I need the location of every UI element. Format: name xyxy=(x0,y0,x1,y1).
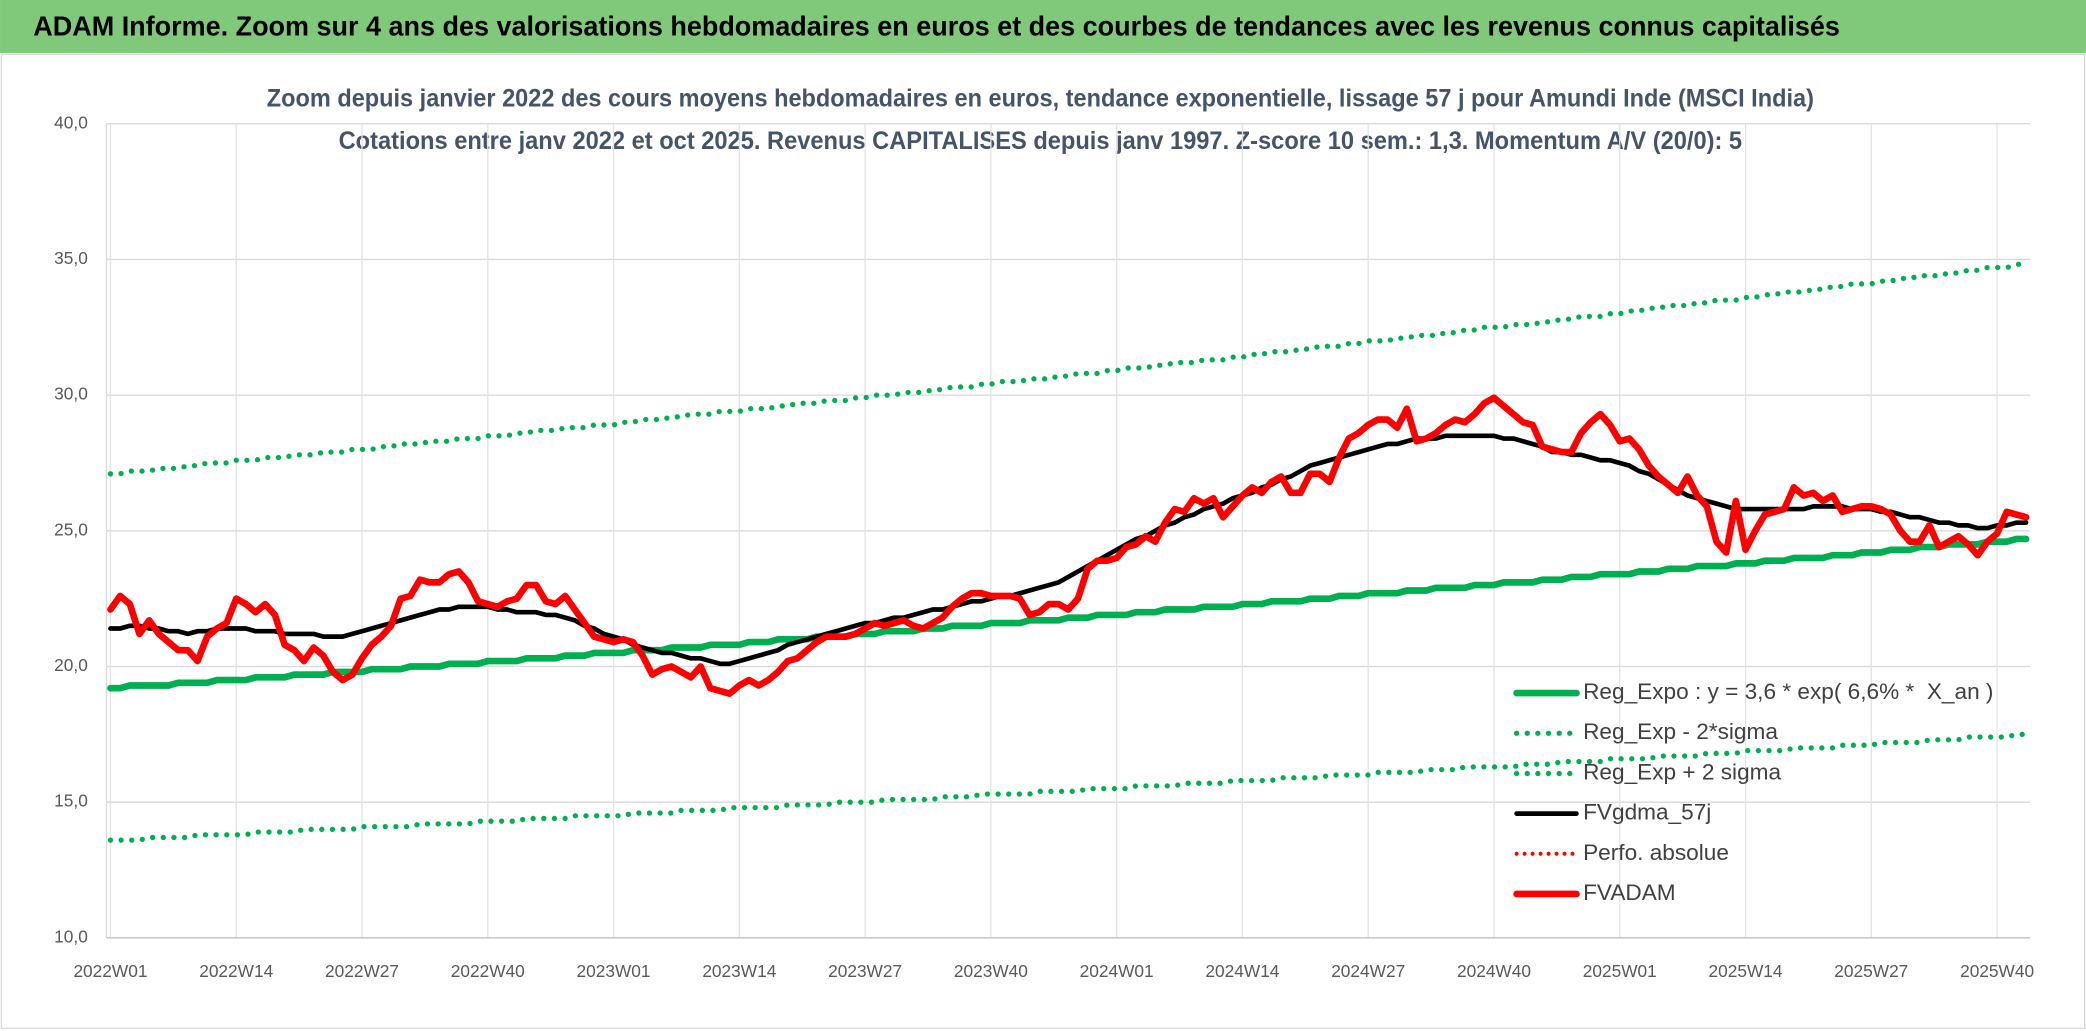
x-tick-label: 2023W40 xyxy=(954,961,1028,981)
x-tick-label: 2024W14 xyxy=(1205,961,1279,981)
legend-label: Perfo. absolue xyxy=(1583,840,1729,865)
chart-subtitle: Cotations entre janv 2022 et oct 2025. R… xyxy=(339,127,1742,155)
series-line xyxy=(107,731,2029,843)
series-line xyxy=(107,394,2030,697)
x-tick-label: 2023W01 xyxy=(577,961,651,981)
series-line xyxy=(107,259,2029,477)
legend-label: Reg_Exp + 2 sigma xyxy=(1583,759,1781,784)
header-title: ADAM Informe. Zoom sur 4 ans des valoris… xyxy=(33,10,1840,41)
x-tick-label: 2025W40 xyxy=(1960,961,2034,981)
header-band xyxy=(0,0,2086,54)
x-tick-label: 2022W40 xyxy=(451,961,525,981)
x-tick-label: 2023W27 xyxy=(828,961,902,981)
x-tick-label: 2022W27 xyxy=(325,961,399,981)
x-tick-label: 2022W01 xyxy=(73,961,147,981)
y-tick-label: 35,0 xyxy=(54,248,88,268)
y-tick-label: 10,0 xyxy=(54,926,88,946)
y-tick-label: 15,0 xyxy=(54,791,88,811)
x-tick-label: 2025W27 xyxy=(1834,961,1908,981)
x-tick-label: 2024W01 xyxy=(1080,961,1154,981)
x-tick-label: 2024W27 xyxy=(1331,961,1405,981)
chart-border xyxy=(0,53,2086,1030)
x-tick-label: 2025W14 xyxy=(1709,961,1783,981)
legend-label: FVADAM xyxy=(1583,880,1676,905)
y-tick-label: 40,0 xyxy=(54,112,88,132)
series-line xyxy=(108,433,2029,667)
x-tick-label: 2022W14 xyxy=(199,961,273,981)
y-tick-label: 20,0 xyxy=(54,655,88,675)
x-tick-label: 2023W14 xyxy=(702,961,776,981)
series-line xyxy=(107,535,2030,692)
x-tick-label: 2024W40 xyxy=(1457,961,1531,981)
x-tick-label: 2025W01 xyxy=(1583,961,1657,981)
legend-label: FVgdma_57j xyxy=(1583,800,1711,825)
legend-label: Reg_Exp - 2*sigma xyxy=(1583,719,1778,744)
y-tick-label: 25,0 xyxy=(54,519,88,539)
chart-title: Zoom depuis janvier 2022 des cours moyen… xyxy=(267,84,1814,112)
y-tick-label: 30,0 xyxy=(54,384,88,404)
legend-label: Reg_Expo : y = 3,6 * exp( 6,6% * X_an ) xyxy=(1583,679,1993,704)
